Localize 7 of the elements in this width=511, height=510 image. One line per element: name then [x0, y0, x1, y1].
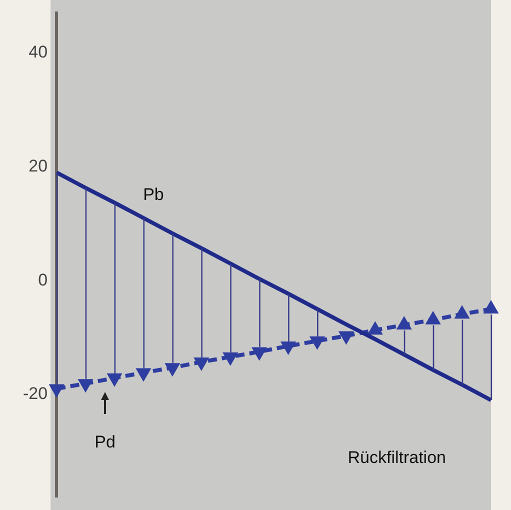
annotation: Rückfiltration: [348, 448, 446, 467]
y-tick-label: 20: [28, 156, 48, 176]
y-tick-label: 40: [28, 42, 48, 62]
series-label: Pb: [143, 185, 164, 204]
y-tick-label: -20: [22, 384, 48, 404]
y-tick-label: 0: [38, 270, 48, 290]
text: Pd: [94, 432, 116, 452]
